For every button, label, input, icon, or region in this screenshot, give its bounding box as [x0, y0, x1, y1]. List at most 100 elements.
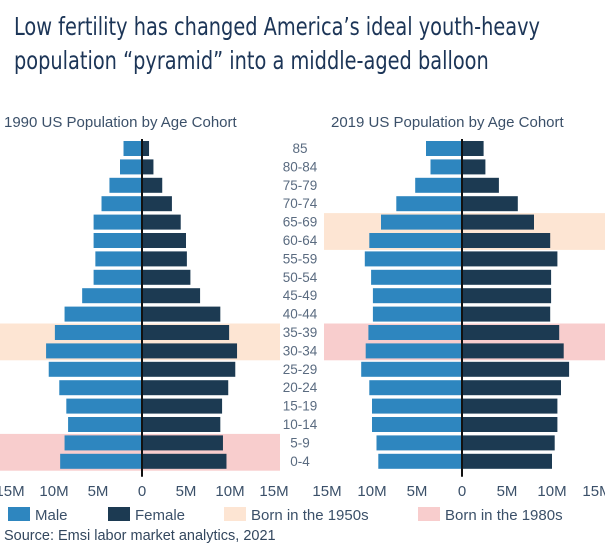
bar-female	[462, 233, 551, 248]
bar-female	[462, 417, 558, 432]
panel-title: 1990 US Population by Age Cohort	[4, 114, 237, 131]
bar-female	[462, 380, 561, 396]
bar-male	[48, 361, 142, 377]
bar-male	[368, 325, 462, 340]
x-tick-label: 5M	[88, 483, 109, 500]
bar-female	[462, 361, 570, 377]
bar-female	[142, 233, 186, 248]
bar-male	[426, 141, 462, 156]
chart-title: Low fertility has changed America’s idea…	[14, 10, 541, 78]
source-note: Source: Emsi labor market analytics, 202…	[4, 528, 276, 544]
x-tick-label: 10M	[357, 483, 386, 500]
legend-swatch	[108, 507, 130, 521]
age-label: 0-4	[290, 454, 310, 469]
bar-female	[462, 196, 518, 212]
bar-female	[142, 196, 172, 212]
bar-female	[142, 306, 221, 322]
bar-male	[93, 269, 142, 285]
age-label: 30-34	[283, 343, 318, 358]
x-tick-label: 15M	[582, 483, 605, 500]
x-tick-label: 15M	[0, 483, 25, 500]
bar-male	[59, 380, 142, 396]
age-label: 10-14	[283, 417, 318, 432]
x-tick-label: 10M	[537, 483, 566, 500]
age-label: 85	[292, 141, 307, 156]
bar-female	[462, 177, 499, 193]
legend-label: Male	[35, 507, 68, 524]
bar-female	[462, 398, 558, 414]
bar-female	[462, 435, 555, 451]
bar-male	[378, 453, 462, 469]
bar-male	[64, 435, 142, 451]
bar-female	[462, 159, 486, 175]
age-label: 70-74	[283, 196, 318, 211]
bar-female	[462, 325, 560, 340]
bar-male	[93, 233, 142, 248]
bar-male	[68, 417, 142, 432]
bar-male	[101, 196, 142, 212]
bar-male	[54, 325, 142, 340]
bar-male	[369, 380, 462, 396]
bar-female	[462, 269, 552, 285]
legend-label: Born in the 1950s	[251, 507, 369, 524]
bar-female	[462, 306, 551, 322]
x-tick-label: 10M	[215, 483, 244, 500]
bar-male	[376, 435, 462, 451]
age-label: 55-59	[283, 251, 318, 266]
bar-female	[462, 251, 558, 267]
panel-title: 2019 US Population by Age Cohort	[331, 114, 564, 131]
bar-female	[462, 214, 534, 230]
bar-male	[371, 269, 462, 285]
x-tick-label: 10M	[39, 483, 68, 500]
legend-swatch	[8, 507, 30, 521]
bar-male	[60, 453, 142, 469]
age-label: 75-79	[283, 178, 318, 193]
bar-female	[142, 288, 201, 304]
age-label: 50-54	[283, 270, 318, 285]
legend-swatch	[418, 507, 440, 521]
bar-female	[142, 141, 150, 156]
age-label: 15-19	[283, 399, 318, 414]
bar-male	[396, 196, 462, 212]
legend-label: Born in the 1980s	[445, 507, 563, 524]
age-label: 40-44	[283, 307, 318, 322]
age-label: 25-29	[283, 362, 318, 377]
bar-female	[142, 214, 181, 230]
legend-label: Female	[135, 507, 185, 524]
age-label: 20-24	[283, 380, 318, 395]
bar-male	[123, 141, 142, 156]
bar-female	[142, 159, 154, 175]
bar-male	[120, 159, 142, 175]
bar-female	[142, 417, 221, 432]
x-tick-label: 0	[458, 483, 466, 500]
bar-female	[142, 398, 223, 414]
pyramid-panel-2: 2019 US Population by Age Cohort 15M 10M 5M…	[312, 114, 605, 500]
bar-male	[46, 343, 142, 359]
bar-male	[93, 214, 142, 230]
chart-title-line-1: Low fertility has changed America’s idea…	[14, 12, 541, 41]
bar-male	[361, 361, 462, 377]
x-tick-label: 5M	[176, 483, 197, 500]
bar-male	[372, 288, 462, 304]
x-tick-label: 5M	[497, 483, 518, 500]
bar-female	[462, 343, 564, 359]
bar-female	[142, 251, 187, 267]
x-tick-label: 15M	[259, 483, 288, 500]
bar-male	[365, 343, 462, 359]
legend: Male Female Born in the 1950s Born in the 1…	[8, 507, 563, 524]
bar-female	[142, 380, 229, 396]
bar-female	[462, 141, 484, 156]
bar-male	[64, 306, 142, 322]
bar-female	[142, 177, 163, 193]
bar-male	[415, 177, 462, 193]
bar-male	[372, 417, 462, 432]
bar-female	[142, 435, 223, 451]
chart-title-line-2: population “pyramid” into a middle-aged …	[14, 46, 489, 75]
bar-female	[142, 453, 227, 469]
age-label: 35-39	[283, 325, 318, 340]
bar-male	[372, 398, 462, 414]
bar-male	[95, 251, 142, 267]
bar-male	[364, 251, 462, 267]
bar-male	[372, 306, 462, 322]
